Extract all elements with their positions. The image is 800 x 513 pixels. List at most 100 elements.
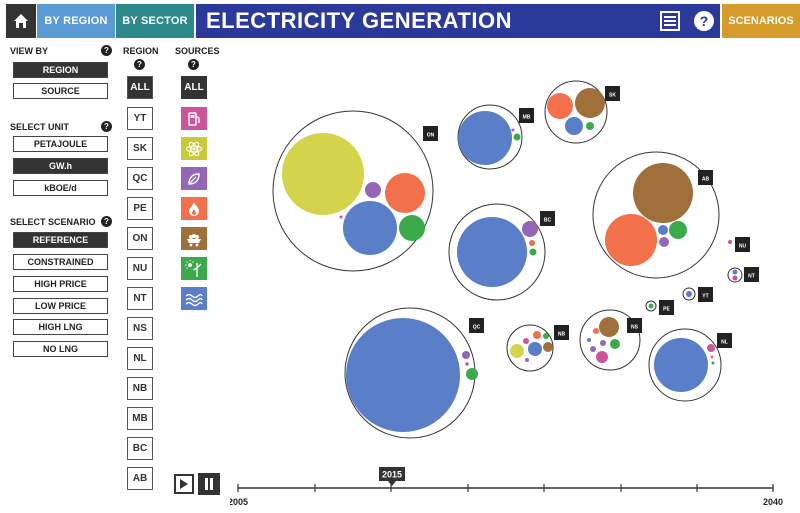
bubble-label-mb: MB <box>523 115 531 121</box>
scenario-high-lng-option[interactable]: HIGH LNG <box>13 319 108 335</box>
bubble-NU[interactable]: NU <box>728 237 750 252</box>
mine-cart-icon <box>187 233 201 246</box>
flame-icon <box>189 201 199 216</box>
atom-icon <box>185 141 203 156</box>
scenario-constrained-option[interactable]: CONSTRAINED <box>13 254 108 270</box>
region-button-nt[interactable]: NT <box>127 287 153 310</box>
pause-button[interactable] <box>198 473 220 495</box>
region-column-label: REGION <box>123 46 159 56</box>
top-bar: BY REGION BY SECTOR ELECTRICITY GENERATI… <box>0 0 800 40</box>
bubble-NL[interactable]: NL <box>648 328 732 402</box>
on-nuclear-slice <box>282 133 364 215</box>
timeline-slider[interactable]: 2015 2005 2040 <box>230 464 800 513</box>
source-renewables-button[interactable] <box>181 257 207 280</box>
region-button-ns[interactable]: NS <box>127 317 153 340</box>
svg-text:?: ? <box>700 13 709 29</box>
view-by-label: VIEW BY <box>10 46 49 56</box>
on-gas-slice <box>385 173 425 213</box>
scenario-low-price-option[interactable]: LOW PRICE <box>13 298 108 314</box>
bubble-chart: ON MB SK AB BC <box>272 80 759 439</box>
source-biomass-button[interactable] <box>181 167 207 190</box>
on-biomass-slice <box>365 182 381 198</box>
bubble-SK[interactable]: SK <box>544 80 620 144</box>
region-button-on[interactable]: ON <box>127 227 153 250</box>
bubble-label-on: ON <box>427 133 435 139</box>
region-button-all[interactable]: ALL <box>127 76 153 99</box>
bubble-NT[interactable]: NT <box>727 267 759 283</box>
bubble-NS[interactable]: NS <box>579 309 642 371</box>
bubble-YT[interactable]: YT <box>682 287 713 302</box>
sources-help-icon[interactable]: ? <box>188 59 199 70</box>
bubble-label-ns: NS <box>631 325 639 331</box>
bubble-label-nb: NB <box>558 332 566 338</box>
bubble-label-ab: AB <box>702 177 710 183</box>
bubble-label-nt: NT <box>748 274 755 280</box>
bubble-label-nu: NU <box>739 244 747 250</box>
timeline-start-year: 2005 <box>230 497 248 507</box>
region-button-nu[interactable]: NU <box>127 257 153 280</box>
water-waves-icon <box>185 293 203 306</box>
view-by-help-icon[interactable]: ? <box>101 45 112 56</box>
source-gas-button[interactable] <box>181 197 207 220</box>
bubble-BC[interactable]: BC <box>448 203 555 301</box>
region-button-yt[interactable]: YT <box>127 107 153 130</box>
unit-kboe-option[interactable]: kBOE/d <box>13 180 108 196</box>
bubble-PE[interactable]: PE <box>645 300 674 315</box>
region-button-nb[interactable]: NB <box>127 377 153 400</box>
region-button-qc[interactable]: QC <box>127 167 153 190</box>
select-unit-label: SELECT UNIT <box>10 122 70 132</box>
scenario-high-price-option[interactable]: HIGH PRICE <box>13 276 108 292</box>
scenario-no-lng-option[interactable]: NO LNG <box>13 341 108 357</box>
bubble-label-qc: QC <box>473 325 481 331</box>
wind-solar-icon <box>185 259 202 277</box>
bubble-label-yt: YT <box>702 294 708 300</box>
unit-help-icon[interactable]: ? <box>101 121 112 132</box>
leaf-icon <box>188 172 200 185</box>
region-button-pe[interactable]: PE <box>127 197 153 220</box>
source-coal-button[interactable] <box>181 227 207 250</box>
bubble-MB[interactable]: MB <box>457 104 534 170</box>
view-by-source-option[interactable]: SOURCE <box>13 83 108 99</box>
source-hydro-button[interactable] <box>181 287 207 310</box>
unit-petajoule-option[interactable]: PETAJOULE <box>13 136 108 152</box>
pause-icon <box>205 478 213 490</box>
timeline-end-year: 2040 <box>763 497 783 507</box>
list-icon[interactable] <box>660 11 680 31</box>
on-hydro-slice <box>343 201 397 255</box>
source-all-button[interactable]: ALL <box>181 76 207 99</box>
region-button-mb[interactable]: MB <box>127 407 153 430</box>
view-by-region-option[interactable]: REGION <box>13 62 108 78</box>
page-title: ELECTRICITY GENERATION <box>206 8 512 33</box>
bubble-NB[interactable]: NB <box>506 324 569 372</box>
tab-by-region[interactable]: BY REGION <box>37 4 115 38</box>
bubble-QC[interactable]: QC <box>344 307 484 439</box>
on-wind-slice <box>399 215 425 241</box>
scenarios-button[interactable]: SCENARIOS <box>722 4 800 38</box>
unit-gwh-option[interactable]: GW.h <box>13 158 108 174</box>
region-button-bc[interactable]: BC <box>127 437 153 460</box>
region-help-icon[interactable]: ? <box>134 59 145 70</box>
play-button[interactable] <box>174 474 194 494</box>
play-icon <box>180 479 188 489</box>
bubble-label-pe: PE <box>663 307 670 313</box>
help-icon[interactable]: ? <box>694 11 714 31</box>
region-button-sk[interactable]: SK <box>127 137 153 160</box>
sources-column-label: SOURCES <box>175 46 220 56</box>
scenario-reference-option[interactable]: REFERENCE <box>13 232 108 248</box>
fuel-pump-icon <box>188 111 200 126</box>
timeline-current-year: 2015 <box>382 470 402 480</box>
tab-by-sector[interactable]: BY SECTOR <box>116 4 194 38</box>
region-button-nl[interactable]: NL <box>127 347 153 370</box>
bubble-ON[interactable]: ON <box>272 110 438 272</box>
bubble-AB[interactable]: AB <box>592 151 720 279</box>
bubble-label-sk: SK <box>609 93 616 99</box>
scenario-help-icon[interactable]: ? <box>101 216 112 227</box>
bubble-label-nl: NL <box>721 340 728 346</box>
region-button-ab[interactable]: AB <box>127 467 153 490</box>
home-button[interactable] <box>6 4 36 38</box>
select-scenario-label: SELECT SCENARIO <box>10 217 96 227</box>
timeline-handle[interactable]: 2015 <box>379 467 405 486</box>
title-bar: ELECTRICITY GENERATION ? <box>196 4 720 38</box>
source-oil-button[interactable] <box>181 107 207 130</box>
source-nuclear-button[interactable] <box>181 137 207 160</box>
